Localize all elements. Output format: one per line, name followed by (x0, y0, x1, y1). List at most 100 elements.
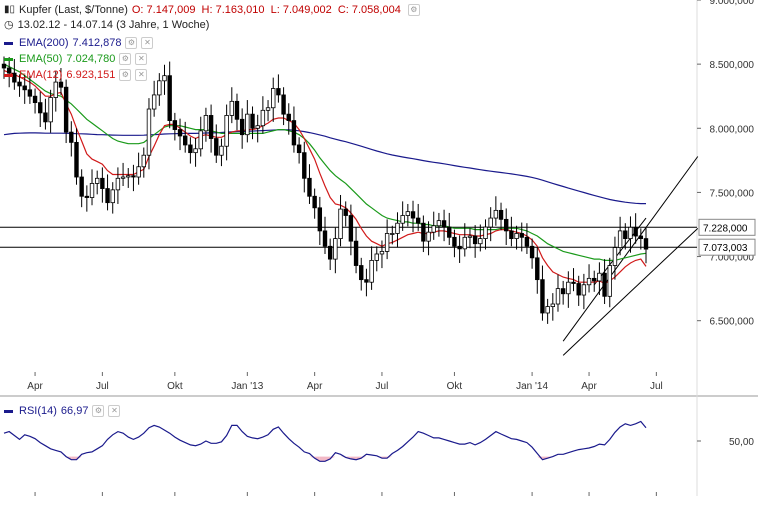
ema200-label: EMA(200) (19, 37, 69, 49)
candle (379, 251, 385, 255)
candle (203, 115, 209, 132)
candle (126, 175, 131, 178)
candle (540, 279, 545, 314)
candle (369, 259, 374, 283)
rsi-value: 66,97 (60, 405, 89, 417)
candle (592, 277, 597, 282)
rsi-swatch (4, 409, 13, 413)
x-tick-label: Okt (447, 381, 463, 392)
open-value: O: 7.147,009 (131, 4, 196, 16)
candle (79, 176, 84, 197)
y-tick-label: 6.500,000 (710, 317, 755, 328)
candle (177, 129, 183, 137)
candle (545, 306, 550, 314)
candle (183, 135, 188, 146)
candle (48, 97, 53, 123)
candle (100, 177, 105, 189)
ema50-close-icon[interactable]: ✕ (135, 53, 148, 65)
candle (384, 233, 390, 252)
candle (390, 233, 395, 235)
candle (302, 152, 307, 179)
candle (524, 236, 530, 247)
candle (38, 102, 43, 114)
rsi-legend: RSI(14) 66,97 ⚙ ✕ (4, 404, 121, 418)
candle (74, 141, 79, 178)
candle (317, 207, 323, 232)
candle (136, 166, 141, 178)
candle (581, 284, 587, 296)
candle (597, 272, 602, 282)
candle (504, 218, 509, 232)
candle (276, 88, 281, 96)
candle (120, 176, 126, 179)
ema200-settings-icon[interactable]: ⚙ (125, 37, 138, 49)
candle (69, 131, 74, 143)
candle (291, 120, 297, 146)
ema12-legend: EMA(12) 6.923,151 ⚙ ✕ (4, 68, 148, 82)
y-tick-label: 8.500,000 (710, 60, 755, 71)
candle (250, 113, 255, 129)
candle (529, 245, 535, 259)
ema200-legend: EMA(200) 7.412,878 ⚙ ✕ (4, 36, 154, 50)
x-tick-label: Apr (581, 381, 597, 392)
candle (167, 75, 172, 121)
candle (343, 208, 348, 216)
candle (628, 226, 633, 239)
ohlc-values: O: 7.147,009 H: 7.163,010 L: 7.049,002 C… (132, 3, 404, 17)
candle (586, 277, 592, 286)
rsi-close-icon[interactable]: ✕ (108, 405, 121, 417)
high-value: H: 7.163,010 (201, 4, 265, 16)
candle (498, 209, 504, 220)
ema12-settings-icon[interactable]: ⚙ (119, 69, 132, 81)
chart-type-icon[interactable]: ▮▯ (4, 4, 16, 15)
ema12-swatch (4, 73, 13, 77)
candle (32, 95, 38, 104)
x-tick-label: Jan '14 (516, 381, 548, 392)
candle (359, 265, 364, 281)
candle (348, 215, 354, 242)
candle (89, 183, 95, 198)
candle (400, 215, 405, 224)
price-label-box (698, 218, 756, 236)
rsi-settings-icon[interactable]: ⚙ (92, 405, 105, 417)
instrument-header: ▮▯ Kupfer (Last, $/Tonne) O: 7.147,009 H… (4, 3, 420, 17)
candle (22, 85, 27, 91)
ema50-settings-icon[interactable]: ⚙ (119, 53, 132, 65)
candle (229, 100, 235, 116)
candle (131, 175, 136, 178)
candle (322, 230, 328, 247)
ema50-swatch (4, 57, 13, 61)
candle (17, 81, 22, 87)
candle (436, 220, 442, 227)
y-tick-label: 7.500,000 (710, 188, 755, 199)
candle (208, 115, 214, 139)
candle (286, 113, 291, 121)
candle (560, 288, 566, 295)
candle (566, 281, 571, 295)
rsi-oversold-fill (319, 456, 325, 462)
candle (426, 231, 431, 242)
candle (198, 130, 203, 150)
rsi-line (3, 420, 647, 462)
ema50-label: EMA(50) (19, 53, 63, 65)
trend-channel-lower (562, 227, 699, 356)
ema200-close-icon[interactable]: ✕ (141, 37, 154, 49)
candle (193, 148, 198, 154)
candle (58, 81, 64, 88)
x-tick-label: Okt (167, 381, 183, 392)
candle (296, 144, 302, 154)
candle (623, 230, 628, 239)
candle (452, 236, 457, 247)
candle (457, 245, 462, 250)
candle (63, 86, 69, 133)
candle (333, 238, 338, 260)
rsi-oversold-fill (71, 456, 77, 460)
candle (643, 238, 649, 250)
candle (214, 138, 219, 156)
ema200-swatch (4, 41, 13, 45)
settings-icon[interactable]: ⚙ (407, 4, 420, 16)
price-label: 7.228,000 (703, 223, 748, 234)
ema12-close-icon[interactable]: ✕ (135, 69, 148, 81)
period-text: 13.02.12 - 14.07.14 (3 Jahre, 1 Woche) (17, 19, 210, 31)
ema50-line (3, 63, 647, 261)
